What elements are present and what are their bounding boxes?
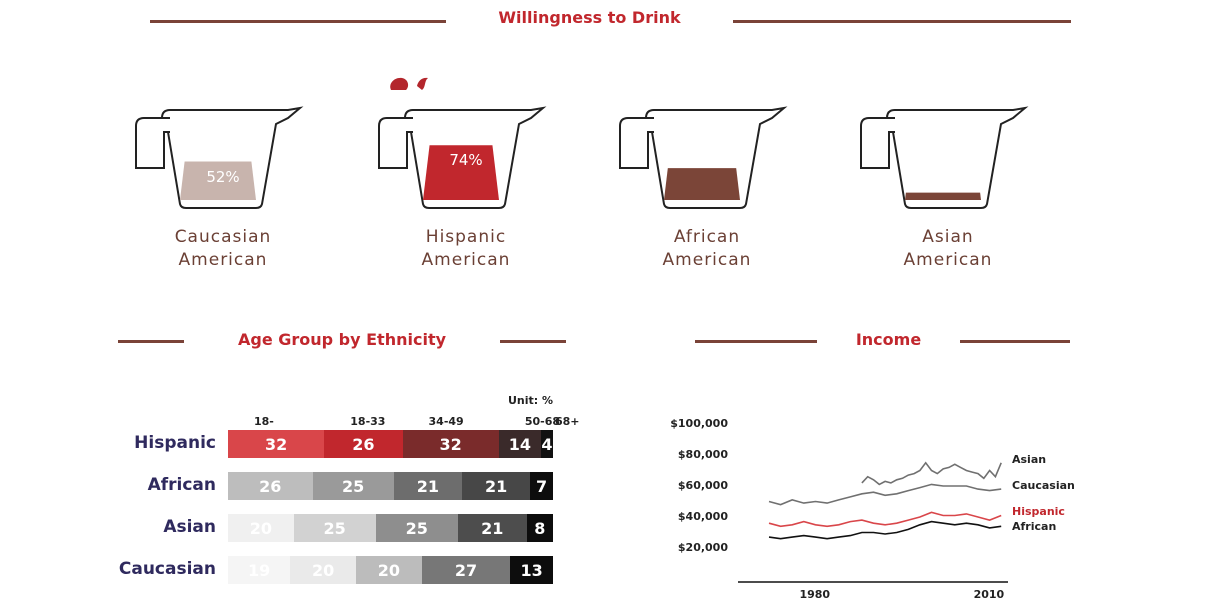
age-row-label: Asian: [163, 517, 216, 537]
cup-outline: [860, 106, 1029, 209]
age-bar-segment: 25: [312, 472, 394, 500]
divider-rule: [150, 20, 446, 23]
age-bar-segment: 8: [526, 514, 553, 542]
income-chart: [738, 461, 1008, 583]
income-title: Income: [855, 330, 922, 349]
income-series-hispanic: [768, 511, 1002, 528]
cup-label-line: Hispanic: [425, 227, 507, 247]
age-bar-segment: 26: [324, 430, 403, 458]
age-group-header: 18-: [254, 415, 274, 428]
cup-label-line: American: [662, 250, 752, 270]
cup-label: Asian American: [853, 226, 1043, 272]
age-group-title: Age Group by Ethnicity: [237, 330, 447, 349]
age-bar-segment: 20: [356, 556, 422, 584]
age-row-label: Hispanic: [134, 433, 216, 453]
age-bar-segment: 27: [421, 556, 511, 584]
cup-label-line: American: [178, 250, 268, 270]
cup-outline: [135, 106, 304, 209]
cup-asian-icon: [860, 106, 1029, 209]
income-series-label: Hispanic: [1012, 505, 1065, 518]
divider-rule: [695, 340, 817, 343]
income-y-tick: $80,000: [677, 448, 728, 461]
willingness-title: Willingness to Drink: [498, 8, 681, 27]
income-y-tick: $100,000: [670, 417, 728, 430]
splash-drop: [390, 77, 409, 90]
age-group-header: 68+: [554, 415, 580, 428]
divider-rule: [118, 340, 184, 343]
divider-rule: [500, 340, 566, 343]
age-group-header: 18-33: [350, 415, 386, 428]
income-y-tick: $60,000: [677, 479, 728, 492]
age-bar-segment: 13: [510, 556, 553, 584]
age-row-label: Caucasian: [118, 559, 216, 579]
splash-drop: [417, 77, 428, 90]
age-bar-segment: 21: [462, 472, 531, 500]
income-y-tick: $20,000: [677, 541, 728, 554]
age-group-header: 34-49: [428, 415, 464, 428]
age-group-header: 50-68: [524, 415, 561, 428]
income-series-label: Asian: [1012, 453, 1047, 466]
liquid-fill: [664, 168, 740, 200]
income-series-asian: [861, 461, 1002, 486]
cup-label: Caucasian American: [128, 226, 318, 272]
cup-percent-label: 74%: [449, 151, 483, 170]
age-bar-segment: 20: [228, 514, 294, 542]
liquid-fill: [905, 192, 981, 200]
divider-rule: [960, 340, 1070, 343]
age-bar-segment: 21: [393, 472, 462, 500]
cup-african-icon: [619, 106, 788, 209]
age-bar-segment: 32: [402, 430, 499, 458]
age-bar-segment: 25: [293, 514, 376, 542]
age-bar-segment: 19: [228, 556, 291, 584]
cup-caucasian-icon: [135, 106, 304, 209]
age-bar-segment: 7: [530, 472, 553, 500]
income-series-african: [768, 520, 1002, 540]
age-bar-segment: 32: [228, 430, 325, 458]
liquid-fill: [180, 161, 256, 200]
income-x-tick: 2010: [973, 588, 1005, 601]
income-series-label: Caucasian: [1012, 479, 1075, 492]
income-x-tick: 1980: [799, 588, 831, 601]
cup-outline: [619, 106, 788, 209]
cup-label-line: Asian: [922, 227, 974, 247]
income-series-label: African: [1012, 520, 1057, 533]
splash-drops-icon: [390, 77, 428, 90]
age-bar-segment: 21: [457, 514, 527, 542]
liquid-fill: [423, 145, 499, 200]
age-bar-segment: 14: [498, 430, 541, 458]
cup-label-line: African: [673, 227, 741, 247]
income-series-caucasian: [768, 483, 1002, 506]
divider-rule: [733, 20, 1071, 23]
cup-label-line: American: [903, 250, 993, 270]
cup-label-line: Caucasian: [174, 227, 272, 247]
unit-label: Unit: %: [508, 394, 554, 407]
cup-hispanic-icon: [378, 106, 547, 209]
age-bar-segment: 20: [290, 556, 357, 584]
cup-label: African American: [612, 226, 802, 272]
income-y-tick: $40,000: [677, 510, 728, 523]
age-bar-segment: 25: [375, 514, 458, 542]
age-row-label: African: [147, 475, 216, 495]
age-bar-segment: 4: [540, 430, 553, 458]
cup-percent-label: 52%: [206, 167, 240, 186]
cup-outline: [378, 106, 547, 209]
cup-label: Hispanic American: [371, 226, 561, 272]
age-bar-segment: 26: [228, 472, 313, 500]
cup-label-line: American: [421, 250, 511, 270]
